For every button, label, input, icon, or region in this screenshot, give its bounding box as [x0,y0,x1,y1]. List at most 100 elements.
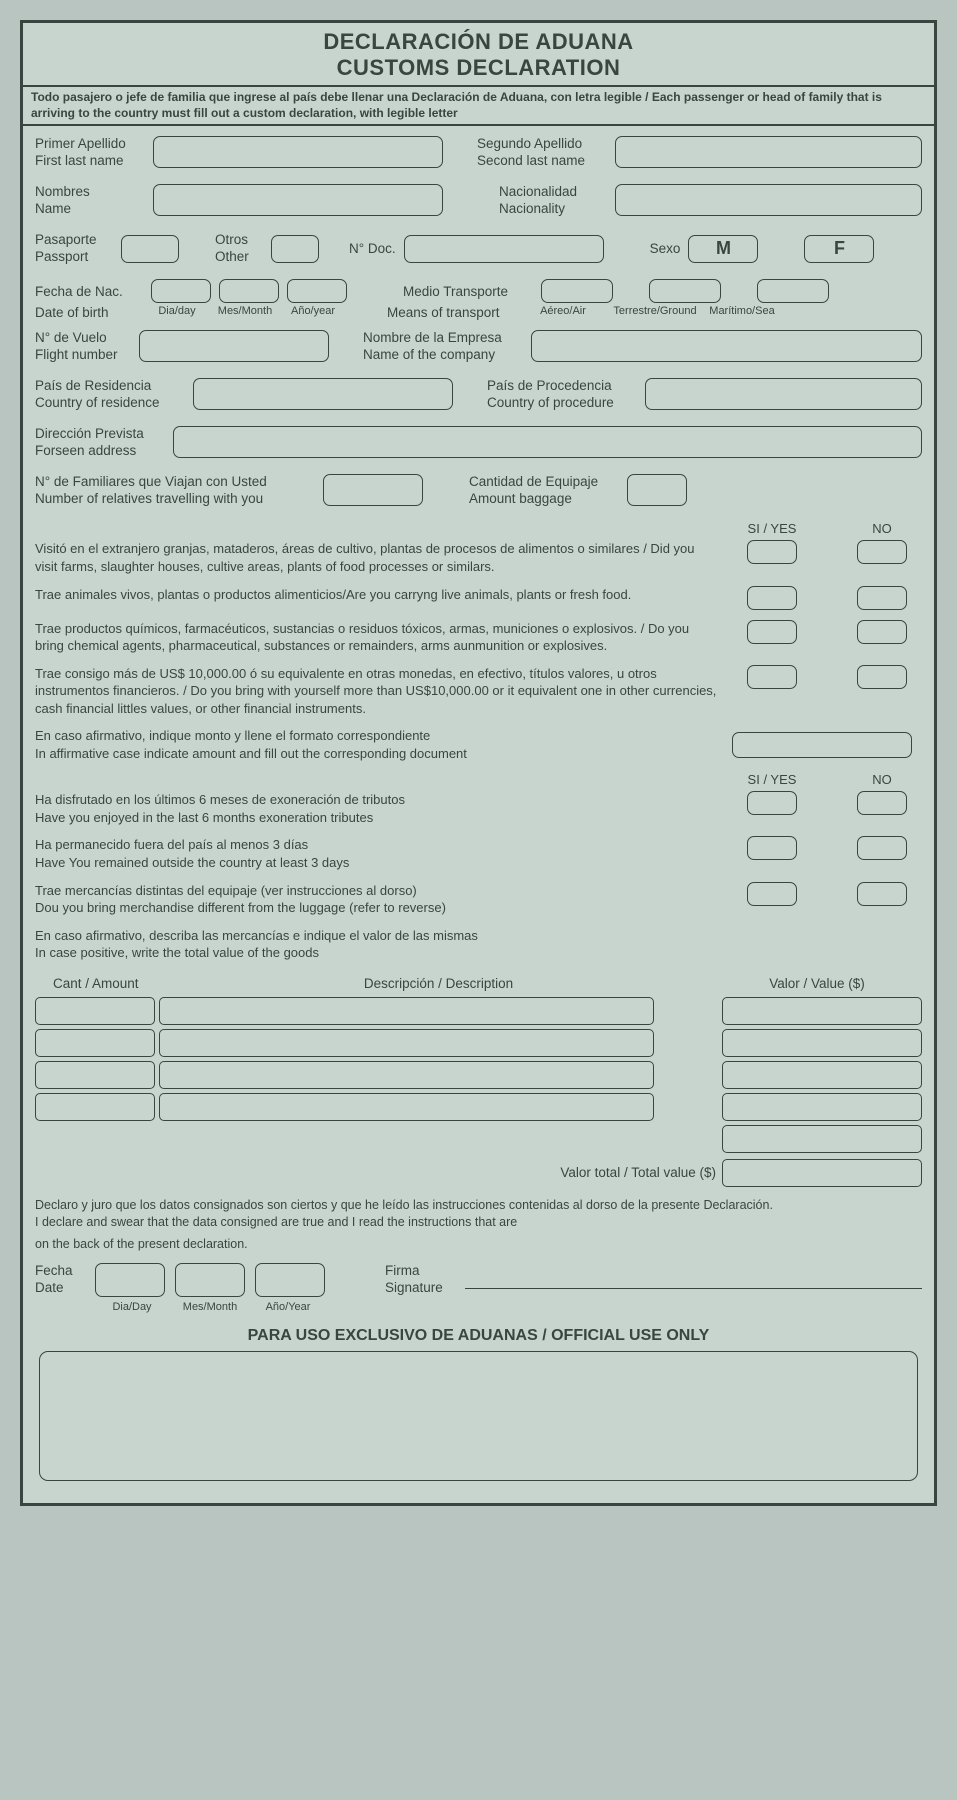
cap-date-dia: Dia/Day [93,1301,171,1313]
input-date-month[interactable] [175,1263,245,1297]
goods-h-valor: Valor / Value ($) [712,976,922,991]
input-second-last-name[interactable] [615,136,922,168]
input-transport-sea[interactable] [757,279,829,303]
title-en: CUSTOMS DECLARATION [23,55,934,81]
input-passport-check[interactable] [121,235,179,263]
input-first-last-name[interactable] [153,136,443,168]
q4-yes[interactable] [747,665,797,689]
label-firma: Firma [385,1263,455,1280]
goods-1-amount[interactable] [35,997,155,1025]
input-address[interactable] [173,426,922,458]
cap-mes: Mes/Month [211,305,279,320]
official-use-title: PARA USO EXCLUSIVO DE ADUANAS / OFFICIAL… [35,1327,922,1345]
goods-total-value[interactable] [722,1159,922,1187]
goods-5-value[interactable] [722,1125,922,1153]
q6-no[interactable] [857,791,907,815]
goods-2-amount[interactable] [35,1029,155,1057]
goods-3-value[interactable] [722,1061,922,1089]
question-3: Trae productos químicos, farmacéuticos, … [35,620,732,655]
input-country-residence[interactable] [193,378,453,410]
label-fecha: Fecha [35,1263,85,1280]
declaration-line1: Declaro y juro que los datos consignados… [35,1197,922,1214]
goods-4-desc[interactable] [159,1093,654,1121]
label-otros: Otros [215,232,263,249]
goods-4-value[interactable] [722,1093,922,1121]
input-company[interactable] [531,330,922,362]
q6-yes[interactable] [747,791,797,815]
input-date-day[interactable] [95,1263,165,1297]
form-body: Primer Apellido First last name Segundo … [23,126,934,1503]
goods-3-desc[interactable] [159,1061,654,1089]
cap-aereo: Aéreo/Air [517,305,609,320]
q7-yes[interactable] [747,836,797,860]
goods-1-value[interactable] [722,997,922,1025]
input-dob-day[interactable] [151,279,211,303]
question-7a: Ha permanecido fuera del país al menos 3… [35,836,718,854]
goods-h-cant: Cant / Amount [35,976,165,991]
label-name: Name [35,201,145,218]
question-2: Trae animales vivos, plantas o productos… [35,586,732,610]
instructions: Todo pasajero o jefe de familia que ingr… [23,85,934,126]
label-nombres: Nombres [35,184,145,201]
goods-4-amount[interactable] [35,1093,155,1121]
goods-row-5 [35,1125,922,1153]
input-sex-m[interactable]: M [688,235,758,263]
label-date: Date [35,1280,85,1297]
q2-no[interactable] [857,586,907,610]
input-country-procedure[interactable] [645,378,922,410]
label-country-res: Country of residence [35,395,185,412]
label-baggage: Amount baggage [469,491,619,508]
input-flight-number[interactable] [139,330,329,362]
goods-2-desc[interactable] [159,1029,654,1057]
input-date-year[interactable] [255,1263,325,1297]
signature-line[interactable] [465,1271,922,1289]
goods-1-desc[interactable] [159,997,654,1025]
input-transport-air[interactable] [541,279,613,303]
goods-row-3 [35,1061,922,1089]
q4-no[interactable] [857,665,907,689]
q1-yes[interactable] [747,540,797,564]
input-sex-f[interactable]: F [804,235,874,263]
input-nationality[interactable] [615,184,922,216]
question-7b: Have You remained outside the country at… [35,854,718,872]
input-doc-number[interactable] [404,235,604,263]
question-4: Trae consigo más de US$ 10,000.00 ó su e… [35,665,732,718]
input-amount[interactable] [732,732,912,758]
q2-yes[interactable] [747,586,797,610]
q7-no[interactable] [857,836,907,860]
input-dob-year[interactable] [287,279,347,303]
customs-declaration-form: DECLARACIÓN DE ADUANA CUSTOMS DECLARATIO… [20,20,937,1506]
q1-no[interactable] [857,540,907,564]
label-relatives: Number of relatives travelling with you [35,491,315,508]
input-other-check[interactable] [271,235,319,263]
label-direccion: Dirección Prevista [35,426,165,443]
label-equipaje: Cantidad de Equipaje [469,474,619,491]
question-6b: Have you enjoyed in the last 6 months ex… [35,809,718,827]
input-dob-month[interactable] [219,279,279,303]
q3-yes[interactable] [747,620,797,644]
label-pais-res: País de Residencia [35,378,185,395]
input-transport-ground[interactable] [649,279,721,303]
label-nacionalidad: Nacionalidad [499,184,607,201]
goods-row-1 [35,997,922,1025]
q8-no[interactable] [857,882,907,906]
input-name[interactable] [153,184,443,216]
cap-date-mes: Mes/Month [171,1301,249,1313]
goods-2-value[interactable] [722,1029,922,1057]
goods-3-amount[interactable] [35,1061,155,1089]
cap-dia: Dia/day [143,305,211,320]
cap-date-ano: Año/Year [249,1301,327,1313]
input-baggage[interactable] [627,474,687,506]
label-fecha-nac: Fecha de Nac. [35,284,143,299]
label-primer-apellido: Primer Apellido [35,136,145,153]
cap-terrestre: Terrestre/Ground [609,305,701,320]
q3-no[interactable] [857,620,907,644]
label-segundo-apellido: Segundo Apellido [477,136,607,153]
input-relatives[interactable] [323,474,423,506]
label-dob: Date of birth [35,305,143,320]
label-second-last: Second last name [477,153,607,170]
question-9b: In case positive, write the total value … [35,944,922,962]
label-first-last: First last name [35,153,145,170]
label-signature: Signature [385,1280,455,1297]
q8-yes[interactable] [747,882,797,906]
